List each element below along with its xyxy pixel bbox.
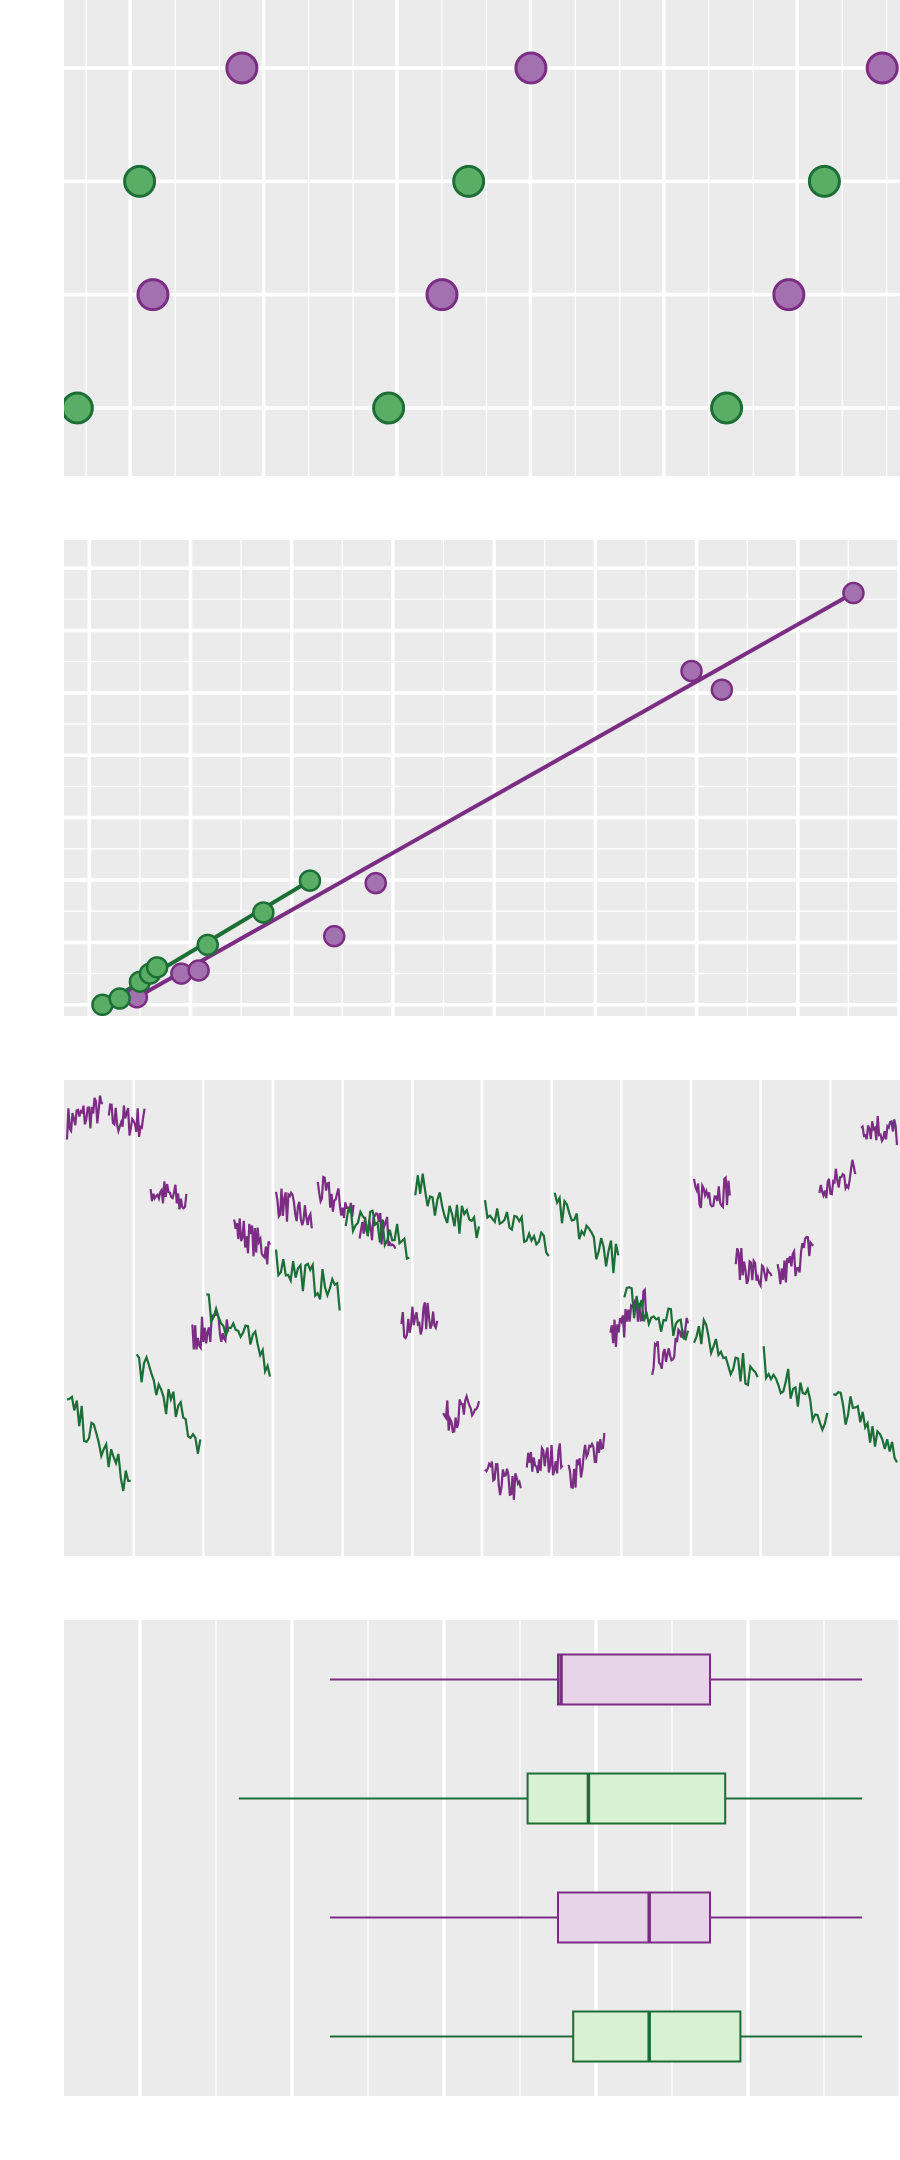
purple-line-segment xyxy=(274,1188,313,1229)
purple-point xyxy=(680,659,703,683)
purple-point xyxy=(425,278,459,312)
green-point xyxy=(807,164,841,198)
green-line-segment xyxy=(135,1353,202,1454)
purple-line-segment xyxy=(525,1443,564,1476)
purple-point xyxy=(187,959,210,982)
green-point xyxy=(710,391,744,425)
purple-point xyxy=(136,278,170,312)
faceted-line-chart xyxy=(65,1080,899,1556)
purple-point xyxy=(225,51,259,85)
green-point xyxy=(298,869,322,892)
purple-fit-line xyxy=(133,591,855,1001)
purple-point xyxy=(710,678,734,701)
purple-point xyxy=(842,581,865,605)
green-box xyxy=(526,1772,727,1825)
purple-line-segment xyxy=(609,1287,648,1347)
purple-line-segment xyxy=(776,1235,815,1285)
purple-line-segment xyxy=(692,1175,731,1210)
green-point xyxy=(108,987,131,1010)
purple-box xyxy=(557,1891,711,1944)
purple-point xyxy=(772,278,806,312)
green-line-segment xyxy=(483,1199,550,1257)
purple-line-segment xyxy=(734,1247,773,1290)
regression-scatter-chart xyxy=(64,540,900,1016)
purple-line-segment xyxy=(484,1461,522,1500)
purple-line-segment xyxy=(442,1392,481,1434)
green-point xyxy=(64,391,94,425)
purple-line-segment xyxy=(818,1159,857,1199)
green-line-segment xyxy=(344,1204,410,1261)
purple-line-segment xyxy=(65,1095,104,1140)
green-box xyxy=(572,2010,742,2063)
purple-line-segment xyxy=(316,1175,355,1219)
purple-line-segment xyxy=(233,1218,272,1265)
purple-point xyxy=(364,871,387,895)
green-point xyxy=(252,901,275,924)
regression-scatter-panel xyxy=(64,540,900,1016)
dot-grid-panel xyxy=(64,0,900,476)
green-line-segment xyxy=(414,1173,481,1239)
green-line-segment xyxy=(553,1192,620,1274)
green-line-segment xyxy=(206,1293,272,1377)
green-point xyxy=(372,391,406,425)
purple-point xyxy=(322,924,346,948)
purple-line-segment xyxy=(149,1181,188,1210)
purple-line-segment xyxy=(567,1432,606,1490)
green-point xyxy=(196,933,219,957)
green-line-segment xyxy=(66,1394,131,1492)
purple-point xyxy=(514,51,548,85)
green-point xyxy=(123,164,157,198)
purple-line-segment xyxy=(107,1103,146,1138)
green-line-segment xyxy=(833,1391,898,1463)
green-line-segment xyxy=(274,1249,341,1311)
boxplot-chart xyxy=(138,1620,900,2096)
purple-line-segment xyxy=(400,1302,439,1341)
faceted-line-panel xyxy=(64,1080,900,1556)
green-point xyxy=(452,164,486,198)
dot-grid-chart xyxy=(64,0,900,476)
green-line-segment xyxy=(692,1316,759,1387)
boxplot-panel xyxy=(64,1620,900,2096)
purple-box xyxy=(557,1653,711,1706)
purple-line-segment xyxy=(191,1311,230,1352)
green-line-segment xyxy=(623,1286,690,1341)
purple-point xyxy=(865,51,899,85)
green-point xyxy=(145,956,169,979)
purple-line-segment xyxy=(860,1115,899,1146)
green-line-segment xyxy=(762,1346,829,1433)
